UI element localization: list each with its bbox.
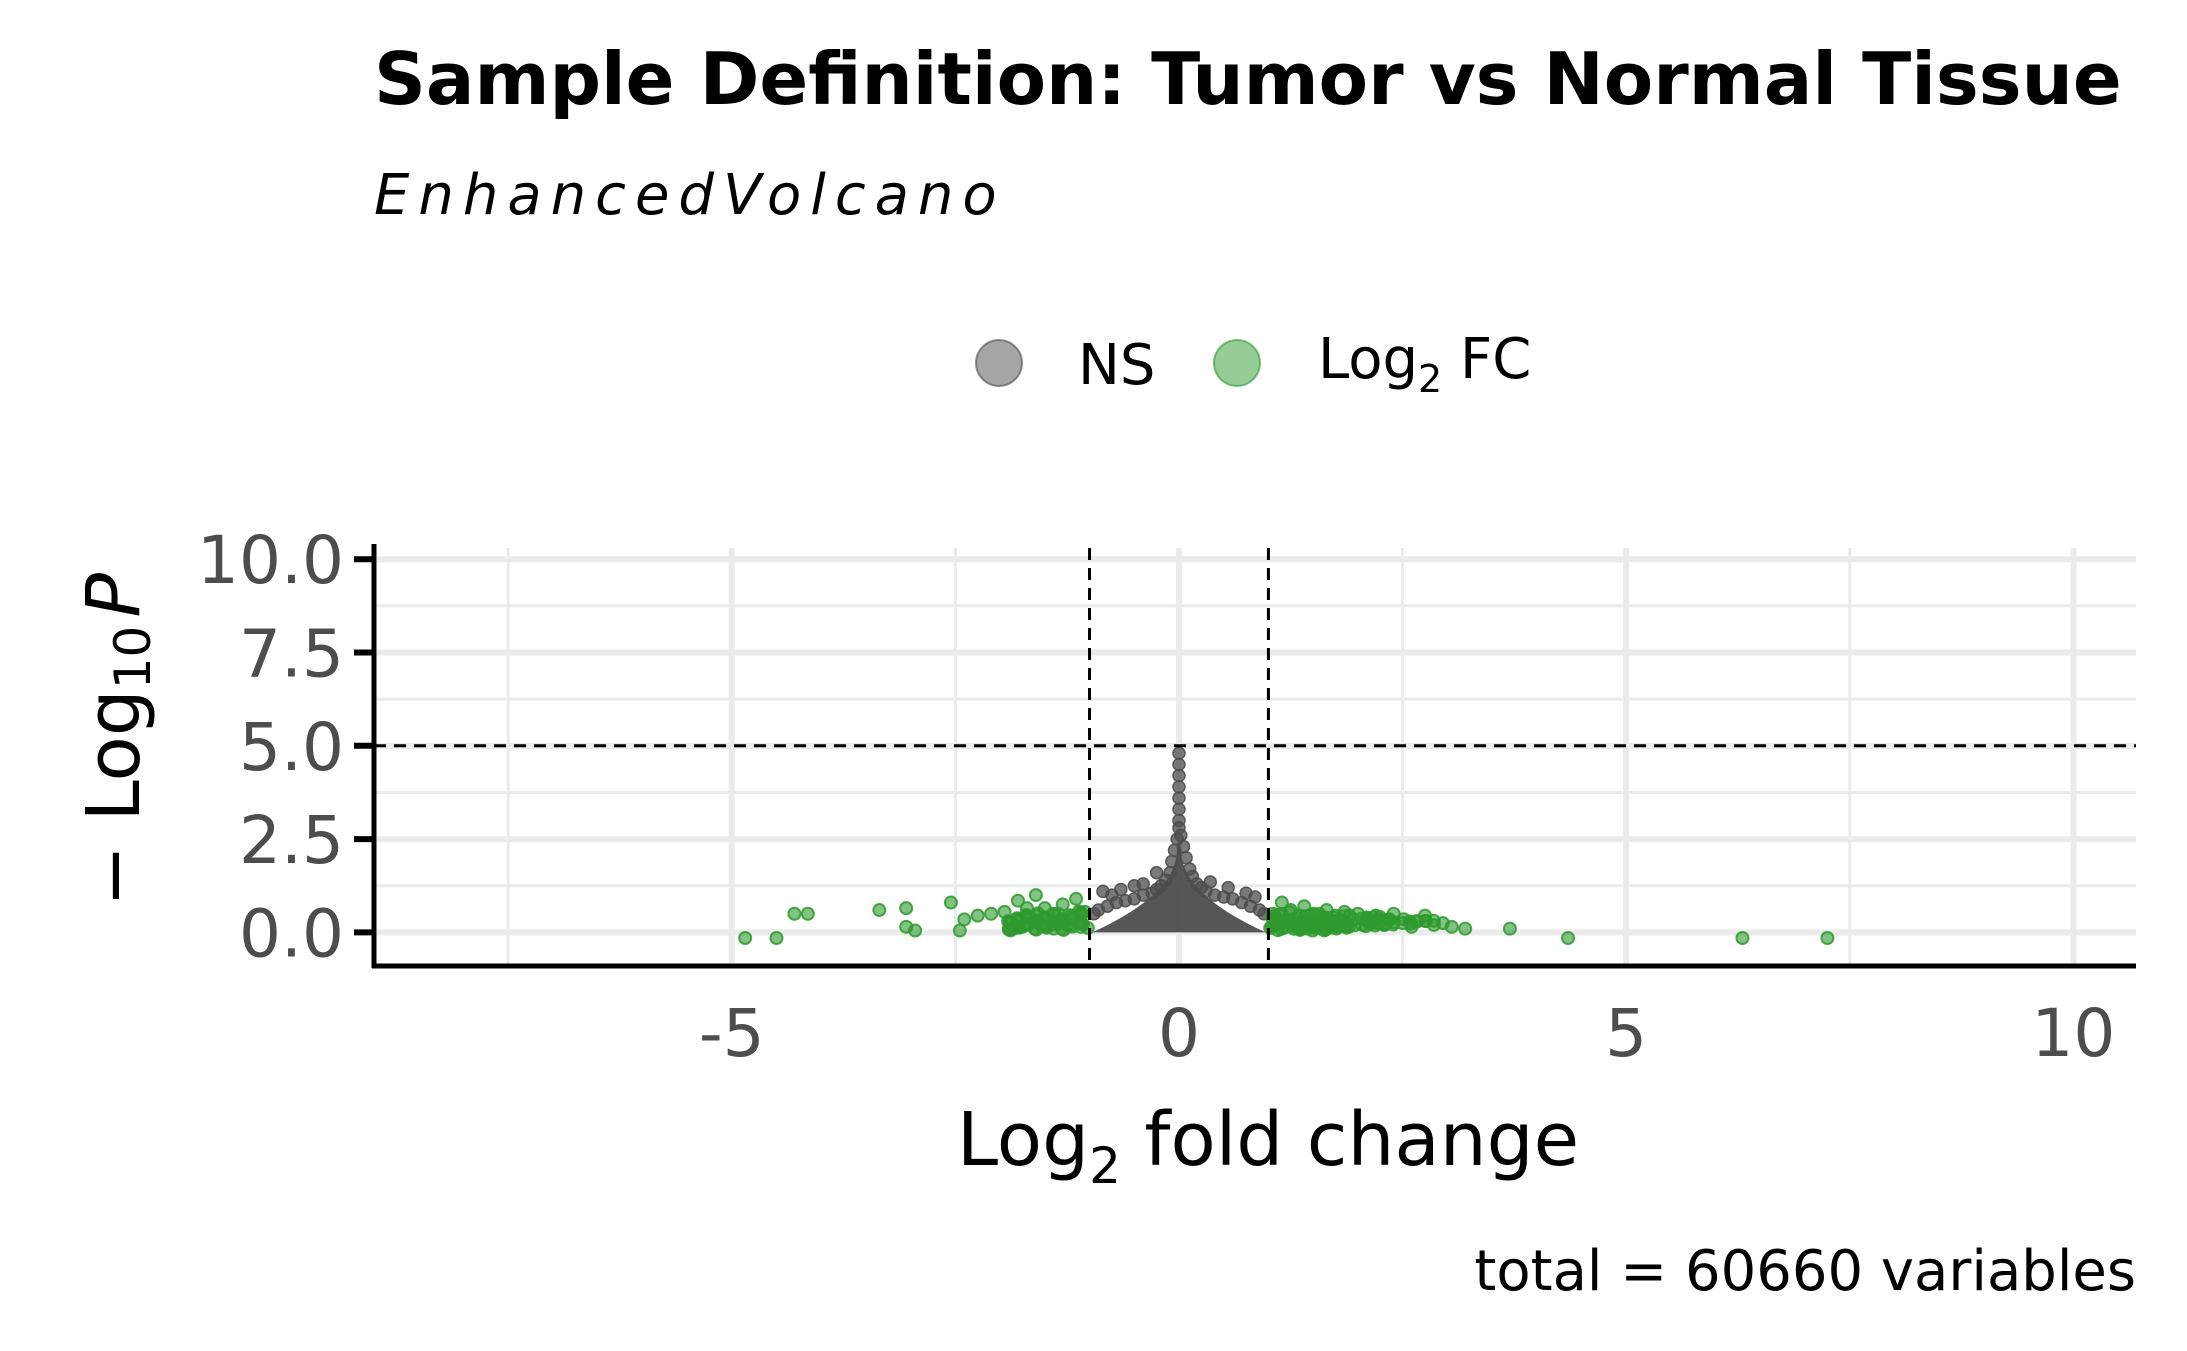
fc-point — [1010, 893, 1025, 908]
fc-point — [1055, 897, 1070, 912]
ns-point — [1165, 854, 1179, 869]
fc-point — [1458, 921, 1473, 936]
legend-key-ns — [975, 339, 1023, 387]
fc-point — [970, 908, 985, 923]
chart-caption: total = 60660 variables — [1474, 1239, 2136, 1304]
fc-point — [1444, 919, 1459, 934]
ns-point — [1172, 768, 1186, 783]
fc-point — [787, 906, 802, 921]
y-tick-label: 7.5 — [239, 616, 344, 693]
fc-point — [1069, 891, 1084, 906]
chart-subtitle: EnhancedVolcano — [374, 163, 1006, 228]
fc-point — [1735, 931, 1750, 946]
fc-point — [1004, 916, 1019, 931]
x-tick-label: -5 — [699, 995, 765, 1072]
fc-point — [1075, 917, 1090, 932]
ns-point — [1172, 746, 1186, 761]
x-axis-title-main: Log — [957, 1097, 1089, 1183]
legend-label-fc-sub: 2 — [1418, 357, 1442, 401]
fc-point — [1286, 921, 1301, 936]
fc-point — [1039, 920, 1054, 935]
ns-point — [1172, 780, 1186, 794]
x-tick-label: 5 — [1605, 995, 1647, 1072]
ns-point — [1179, 851, 1193, 865]
fc-point — [1028, 888, 1043, 903]
fc-point — [1502, 921, 1517, 936]
fc-point — [1561, 931, 1576, 946]
fc-point — [1368, 913, 1383, 928]
ns-density-core — [1091, 846, 1267, 933]
ns-point — [1172, 757, 1186, 772]
fc-point — [957, 912, 972, 927]
x-tick-label: 10 — [2031, 995, 2115, 1072]
ns-point — [1172, 802, 1186, 816]
fc-point — [943, 895, 958, 910]
fc-point — [1418, 914, 1433, 929]
fc-point — [1337, 909, 1352, 924]
y-axis-title-sub: 10 — [104, 626, 162, 690]
y-tick-label: 2.5 — [239, 802, 344, 879]
fc-point — [984, 906, 999, 921]
ns-point — [1136, 877, 1150, 891]
fc-point — [738, 931, 753, 946]
y-tick-label: 0.0 — [239, 895, 344, 972]
cutoff-lines — [374, 548, 2136, 966]
legend-label-fc-main: Log — [1318, 327, 1418, 392]
ns-point — [1167, 843, 1182, 858]
fc-point — [1403, 916, 1418, 931]
ns-point — [1149, 865, 1164, 880]
x-axis-title-suffix: fold change — [1121, 1097, 1579, 1183]
fc-point — [769, 931, 784, 946]
fc-point — [800, 906, 815, 921]
y-axis-title: − Log10 P — [71, 573, 162, 907]
fc-point — [872, 903, 887, 918]
legend: NS Log2 FC — [975, 327, 1531, 401]
tick-labels: -5 0 5 10 0.0 2.5 5.0 7.5 10.0 — [197, 522, 2115, 1072]
ns-point — [1221, 880, 1235, 895]
chart-title: Sample Definition: Tumor vs Normal Tissu… — [374, 37, 2122, 121]
fc-point — [908, 923, 923, 938]
fc-point — [899, 901, 914, 916]
fc-point — [952, 923, 967, 938]
legend-label-fc-suffix: FC — [1442, 327, 1531, 392]
fc-point — [1263, 920, 1278, 935]
x-axis-title: Log2 fold change — [957, 1097, 1579, 1195]
x-tick-label: 0 — [1158, 995, 1200, 1072]
legend-label-ns: NS — [1078, 333, 1155, 398]
ns-point — [1172, 791, 1186, 805]
grid-lines — [374, 548, 2136, 966]
axes — [354, 544, 2136, 969]
ns-point — [1203, 875, 1218, 889]
legend-label-fc: Log2 FC — [1318, 327, 1531, 401]
ns-point — [1105, 888, 1119, 902]
y-tick-label: 5.0 — [239, 709, 344, 786]
fc-point — [1820, 931, 1835, 946]
y-tick-label: 10.0 — [197, 522, 344, 599]
legend-key-fc — [1213, 339, 1261, 387]
fc-point — [1314, 921, 1329, 936]
y-axis-title-main: − Log — [71, 689, 157, 907]
fc-points — [738, 888, 1835, 946]
y-axis-title-italic: P — [71, 573, 157, 618]
ns-points — [1087, 746, 1271, 933]
x-axis-title-sub: 2 — [1089, 1137, 1121, 1195]
ns-point — [1248, 890, 1262, 904]
